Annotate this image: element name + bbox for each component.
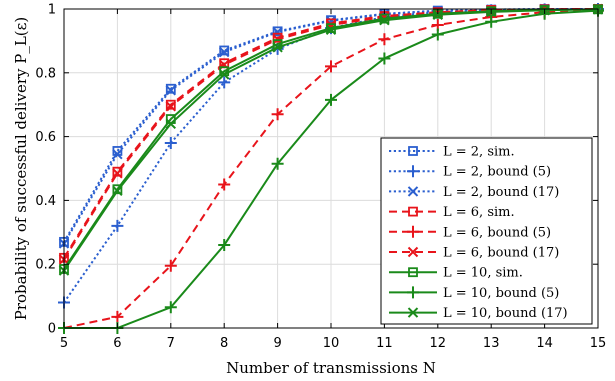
legend-label: L = 6, bound (17)	[443, 246, 559, 261]
x-tick-label: 13	[483, 336, 500, 351]
data-point-plus	[378, 33, 391, 46]
x-tick-label: 8	[220, 336, 228, 351]
data-point-square	[219, 45, 230, 56]
x-tick-label: 12	[430, 336, 447, 351]
data-point-plus	[325, 93, 337, 106]
x-tick-label: 9	[273, 336, 281, 351]
y-tick-label: 0	[48, 322, 56, 337]
data-point-square	[379, 13, 390, 24]
legend-marker-plus	[407, 165, 419, 178]
data-point-plus	[164, 259, 177, 272]
legend-entry: L = 2, bound (5)	[389, 165, 551, 180]
series-line	[63, 9, 599, 329]
x-axis-label: Number of transmissions N	[226, 359, 436, 377]
data-point-x	[165, 118, 177, 130]
x-tick-label: 11	[376, 336, 393, 351]
legend-label: L = 6, sim.	[443, 205, 515, 220]
y-tick-label: 0.4	[35, 194, 56, 209]
data-point-square	[112, 184, 123, 195]
legend: L = 2, sim. L = 2, bound (5) L = 2, bound …	[380, 137, 593, 325]
data-point-plus	[431, 28, 444, 41]
data-point-x	[379, 14, 390, 26]
legend-entry: L = 2, bound (17)	[389, 185, 559, 200]
y-tick-label: 0.6	[35, 130, 56, 145]
data-point-square	[165, 83, 176, 94]
data-point-plus	[111, 310, 124, 323]
data-point-plus	[164, 136, 177, 149]
legend-label: L = 10, sim.	[443, 266, 523, 281]
data-point-plus	[218, 76, 231, 89]
data-point-x	[165, 101, 177, 112]
data-point-plus	[164, 301, 177, 314]
legend-marker-square	[408, 267, 418, 278]
legend-label: L = 2, bound (17)	[443, 185, 559, 200]
data-point-square	[112, 166, 123, 177]
x-tick-label: 15	[590, 336, 607, 351]
y-tick-label: 0.8	[35, 66, 56, 81]
data-point-x	[165, 85, 177, 96]
data-point-x	[112, 148, 123, 160]
data-point-plus	[325, 60, 337, 73]
axis-ticks: 5 6 7 8 9 10 11 12 13 14 15 0 0.2 0.4 0.6 0.8 1	[35, 3, 606, 352]
data-point-plus	[271, 108, 284, 121]
legend-entry: L = 10, sim.	[389, 266, 523, 281]
legend-marker-plus	[407, 225, 419, 238]
data-point-plus	[218, 239, 231, 252]
legend-entry: L = 2, sim.	[389, 145, 515, 160]
legend-entry: L = 10, bound (5)	[389, 286, 559, 301]
legend-label: L = 6, bound (5)	[443, 225, 551, 240]
data-point-x	[112, 168, 123, 179]
legend-label: L = 2, bound (5)	[443, 165, 551, 180]
x-tick-label: 6	[113, 336, 121, 351]
legend-marker-square	[408, 146, 418, 156]
data-point-plus	[485, 15, 498, 28]
legend-marker-plus	[407, 286, 419, 299]
data-point-plus	[111, 219, 124, 232]
legend-marker-square	[408, 206, 418, 217]
data-point-plus	[218, 178, 231, 191]
data-point-plus	[378, 52, 391, 65]
x-tick-label: 5	[60, 336, 68, 351]
data-point-x	[218, 69, 230, 80]
data-point-x	[325, 24, 337, 35]
x-tick-label: 7	[167, 336, 175, 351]
data-point-x	[272, 42, 283, 53]
legend-marker-x	[407, 307, 419, 318]
legend-marker-x	[407, 186, 419, 197]
y-tick-label: 1	[48, 3, 56, 18]
legend-entry: L = 6, bound (17)	[389, 246, 559, 261]
data-point-x	[432, 9, 444, 20]
y-tick-label: 0.2	[35, 258, 56, 273]
legend-entry: L = 10, bound (17)	[389, 306, 568, 321]
data-point-x	[112, 185, 123, 197]
legend-marker-x	[407, 246, 419, 258]
x-tick-label: 10	[323, 336, 340, 351]
legend-label: L = 10, bound (5)	[443, 286, 559, 301]
legend-entry: L = 6, sim.	[389, 205, 515, 220]
legend-label: L = 2, sim.	[443, 145, 515, 160]
x-tick-label: 14	[536, 336, 553, 351]
y-axis-label: Probability of successful delivery P_L(ε…	[12, 17, 30, 321]
legend-label: L = 10, bound (17)	[443, 306, 568, 321]
data-point-square	[165, 99, 176, 110]
data-point-x	[218, 46, 230, 58]
legend-entry: L = 6, bound (5)	[389, 225, 551, 240]
data-point-plus	[271, 157, 284, 170]
